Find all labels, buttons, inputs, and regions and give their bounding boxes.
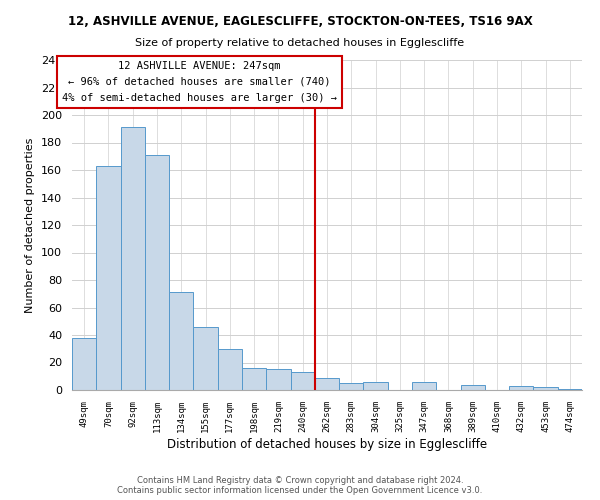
Text: 12, ASHVILLE AVENUE, EAGLESCLIFFE, STOCKTON-ON-TEES, TS16 9AX: 12, ASHVILLE AVENUE, EAGLESCLIFFE, STOCK… xyxy=(68,15,532,28)
Bar xyxy=(145,155,169,390)
Bar xyxy=(266,370,290,390)
Bar xyxy=(558,388,582,390)
Y-axis label: Number of detached properties: Number of detached properties xyxy=(25,138,35,312)
Bar xyxy=(364,382,388,390)
Bar xyxy=(461,384,485,390)
Bar xyxy=(412,382,436,390)
Text: 12 ASHVILLE AVENUE: 247sqm
← 96% of detached houses are smaller (740)
4% of semi: 12 ASHVILLE AVENUE: 247sqm ← 96% of deta… xyxy=(62,62,337,102)
Bar xyxy=(193,327,218,390)
Bar xyxy=(339,383,364,390)
Bar xyxy=(509,386,533,390)
Bar xyxy=(218,349,242,390)
Text: Contains HM Land Registry data © Crown copyright and database right 2024.
Contai: Contains HM Land Registry data © Crown c… xyxy=(118,476,482,495)
Bar xyxy=(169,292,193,390)
Bar xyxy=(96,166,121,390)
Bar xyxy=(533,387,558,390)
Text: Size of property relative to detached houses in Egglescliffe: Size of property relative to detached ho… xyxy=(136,38,464,48)
Bar xyxy=(315,378,339,390)
X-axis label: Distribution of detached houses by size in Egglescliffe: Distribution of detached houses by size … xyxy=(167,438,487,450)
Bar xyxy=(290,372,315,390)
Bar xyxy=(121,128,145,390)
Bar xyxy=(72,338,96,390)
Bar xyxy=(242,368,266,390)
